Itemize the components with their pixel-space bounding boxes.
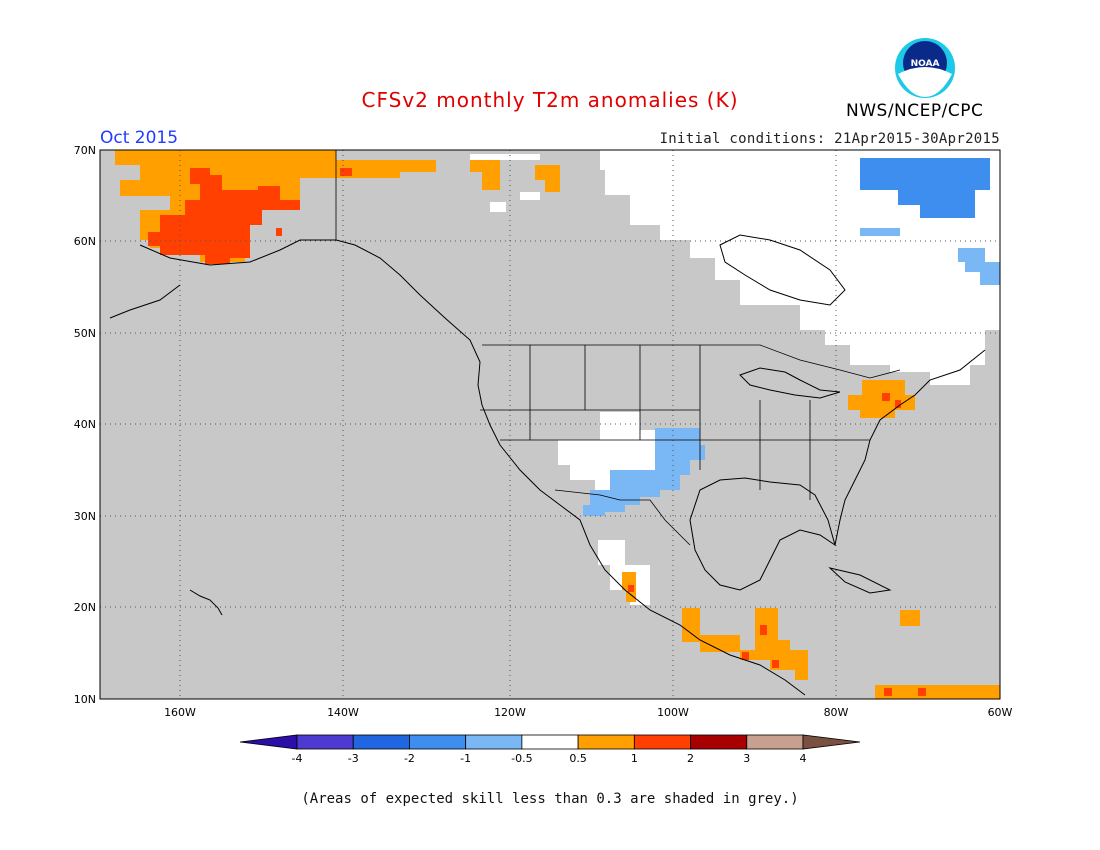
colorbar-segment <box>577 734 635 750</box>
lon-tick-label: 160W <box>164 706 196 719</box>
anomaly-caribbean-warm <box>900 610 920 626</box>
colorbar-segment <box>465 734 523 750</box>
border-us-mexico <box>554 489 691 546</box>
lat-tick-label: 60N <box>74 235 96 248</box>
colorbar-segment <box>296 734 354 750</box>
lat-tick-label: 30N <box>74 510 96 523</box>
colorbar-segment <box>352 734 410 750</box>
anomaly-south-america-hot <box>884 688 892 696</box>
noaa-logo-wave <box>898 67 952 97</box>
anomaly-arctic-warm <box>470 158 500 190</box>
lat-tick-label: 10N <box>74 693 96 706</box>
colorbar-tick-label: 0.5 <box>569 752 587 765</box>
coastline-west <box>335 239 806 696</box>
anomaly-alaska-hot <box>148 168 300 264</box>
colorbar-tick-label: 1 <box>631 752 638 765</box>
noaa-logo-text: NOAA <box>911 59 940 69</box>
colorbar-segment <box>690 734 748 750</box>
anomaly-mexico-hot <box>628 585 634 592</box>
anomaly-arctic-warm <box>535 165 560 192</box>
anomaly-central-america-hot <box>772 660 779 668</box>
anomaly-northeast-us-hot <box>882 393 890 401</box>
colorbar-tick-label: -4 <box>292 752 303 765</box>
forecast-month: Oct 2015 <box>100 128 179 148</box>
lon-tick-label: 140W <box>327 706 359 719</box>
anomaly-layer <box>115 150 1000 699</box>
lat-tick-label: 70N <box>74 144 96 157</box>
anomaly-arctic-white <box>470 154 540 160</box>
colorbar-tick-label: -3 <box>348 752 359 765</box>
lat-tick-label: 50N <box>74 327 96 340</box>
lon-tick-label: 60W <box>988 706 1013 719</box>
coastline-great-lakes <box>739 367 841 399</box>
political-borders <box>335 150 901 546</box>
lon-tick-label: 120W <box>494 706 526 719</box>
lat-tick-label: 40N <box>74 418 96 431</box>
anomaly-arctic-white <box>520 192 540 200</box>
chart-title: CFSv2 monthly T2m anomalies (K) <box>361 88 739 112</box>
colorbar-tick-label: 3 <box>743 752 750 765</box>
anomaly-central-america-hot <box>760 625 767 635</box>
coastline-alaska <box>139 239 336 266</box>
colorbar-segment <box>746 734 804 750</box>
anomaly-arctic-white <box>490 202 506 212</box>
lat-tick-label: 20N <box>74 601 96 614</box>
coastline-cuba <box>828 567 892 594</box>
coastline-hudson <box>719 234 846 306</box>
anomaly-south-america-warm <box>875 685 1000 699</box>
anomaly-labrador-cool <box>860 228 900 236</box>
coastline-east <box>834 349 986 546</box>
anomaly-canada-neutral <box>600 150 1000 385</box>
colorbar-tick-label: -1 <box>460 752 471 765</box>
noaa-logo: NOAA <box>895 38 955 98</box>
colorbar-tick-label: 2 <box>687 752 694 765</box>
colorbar-tick-label: -0.5 <box>511 752 532 765</box>
colorbar-tick-label: -2 <box>404 752 415 765</box>
anomaly-northeast-us-hot <box>895 400 901 408</box>
colorbar-tick-label: 4 <box>800 752 807 765</box>
lon-tick-label: 80W <box>824 706 849 719</box>
map-grid <box>100 150 1000 699</box>
colorbar-segment <box>239 734 298 750</box>
lat-axis: 70N 60N 50N 40N 30N 20N 10N <box>74 144 96 706</box>
anomaly-alaska-hot-spot <box>276 228 282 236</box>
colorbar-segment <box>409 734 467 750</box>
coastline-hawaii <box>189 589 223 616</box>
anomaly-alaska-hot-spot <box>340 168 352 176</box>
anomaly-northeast-us-warm <box>848 380 915 418</box>
colorbar: -4 -3 -2 -1 -0.5 0.5 1 2 3 4 <box>239 734 861 765</box>
initial-conditions: Initial conditions: 21Apr2015-30Apr2015 <box>659 131 1000 147</box>
colorbar-segment <box>802 734 861 750</box>
anomaly-south-america-hot <box>918 688 926 696</box>
border-us-states <box>480 345 870 500</box>
coastlines <box>109 234 986 696</box>
colorbar-segment <box>633 734 691 750</box>
border-us-canada <box>482 344 901 379</box>
coastline-alaska-peninsula <box>109 284 181 319</box>
lon-tick-label: 100W <box>657 706 689 719</box>
anomaly-labrador-cool <box>958 248 1000 285</box>
anomaly-central-america-hot <box>742 652 749 660</box>
map-frame <box>99 149 1001 700</box>
footer-note: (Areas of expected skill less than 0.3 a… <box>301 791 799 807</box>
anomaly-northeast-canada-cool <box>860 158 990 218</box>
colorbar-segment <box>521 734 579 750</box>
coastline-gulf <box>689 477 836 591</box>
lon-axis: 160W 140W 120W 100W 80W 60W <box>164 706 1012 719</box>
anomaly-southwest-us-cool <box>583 428 705 516</box>
agency-label: NWS/NCEP/CPC <box>846 101 984 121</box>
